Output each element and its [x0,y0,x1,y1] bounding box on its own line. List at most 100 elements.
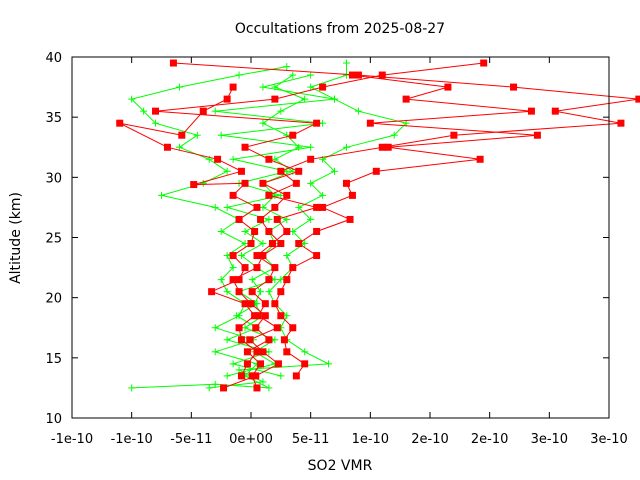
data-point-square [635,95,640,103]
data-point-plus [235,71,243,79]
data-point-square [268,240,276,248]
data-point-plus [307,71,315,79]
data-point-plus [277,276,285,284]
data-point-plus [283,131,291,139]
x-axis-label: SO2 VMR [308,458,373,474]
data-point-square [253,203,261,211]
data-point-plus [237,252,245,260]
y-tick-label: 10 [45,412,62,427]
data-point-square [295,167,303,175]
data-point-square [252,324,260,332]
data-point-square [384,143,392,151]
data-point-square [307,155,315,163]
data-point-plus [223,336,231,344]
data-point-plus [271,336,279,344]
data-point-square [235,288,243,296]
data-point-plus [259,378,267,386]
data-point-square [265,155,273,163]
data-point-square [163,143,171,151]
data-point-square [237,336,245,344]
data-point-square [342,179,350,187]
data-point-plus [259,119,267,127]
data-point-plus [259,240,267,248]
data-point-plus [233,312,241,320]
data-point-plus [277,107,285,115]
data-point-square [319,203,327,211]
data-point-plus [217,276,225,284]
series-occultation-5 [128,63,291,392]
x-tick-label: -1e-10 [51,432,93,447]
data-point-square [313,227,321,235]
data-point-square [229,252,237,260]
data-point-square [257,360,265,368]
data-point-square [208,288,216,296]
data-point-square [243,348,251,356]
data-point-square [277,288,285,296]
data-point-square [241,179,249,187]
y-tick-label: 15 [45,352,62,367]
series-occultation-3 [271,71,541,380]
data-point-square [273,324,281,332]
data-point-square [237,167,245,175]
data-point-square [273,215,281,223]
data-point-plus [283,63,291,71]
data-point-square [265,227,273,235]
data-point-plus [283,215,291,223]
data-point-square [253,264,261,272]
data-point-square [220,384,228,392]
data-point-square [251,312,259,320]
data-point-plus [211,324,219,332]
data-point-square [265,336,273,344]
data-point-square [319,83,327,91]
data-point-plus [319,191,327,199]
data-point-square [354,71,362,79]
data-point-square [253,348,261,356]
data-point-square [271,95,279,103]
data-point-plus [295,203,303,211]
data-point-square [271,264,279,272]
data-point-plus [229,360,237,368]
data-point-plus [128,95,136,103]
data-point-plus [152,119,160,127]
data-point-square [241,264,249,272]
series-occultation-2 [169,59,640,392]
data-point-square [259,348,267,356]
data-point-plus [342,143,350,151]
data-point-square [280,336,288,344]
data-point-square [372,167,380,175]
data-point-plus [277,372,285,380]
data-point-plus [175,83,183,91]
data-point-plus [283,252,291,260]
data-point-square [301,360,309,368]
ticks-layer: -1e-10 -1e-10 -5e-11 0e+00 5e-11 1e-10 2e-10 2e… [45,51,627,447]
data-point-plus [140,107,148,115]
chart-title: Occultations from 2025-08-27 [235,21,445,37]
data-point-square [313,119,321,127]
y-tick-label: 40 [45,51,62,66]
data-point-square [248,288,256,296]
data-point-square [283,276,291,284]
data-point-square [261,312,269,320]
y-tick-label: 30 [45,171,62,186]
data-point-square [480,59,488,67]
data-point-square [450,131,458,139]
data-point-square [289,131,297,139]
data-point-square [617,119,625,127]
data-point-plus [229,264,237,272]
data-point-plus [241,240,249,248]
data-point-plus [128,384,136,392]
data-point-square [152,107,160,115]
data-point-plus [211,203,219,211]
data-point-plus [257,288,265,296]
data-point-plus [229,155,237,163]
x-tick-label: 2e-10 [411,432,449,447]
data-point-plus [205,384,213,392]
data-point-plus [211,107,219,115]
data-point-plus [241,227,249,235]
y-tick-label: 35 [45,111,62,126]
data-point-plus [199,179,207,187]
data-point-plus [307,179,315,187]
data-point-plus [241,324,249,332]
data-point-square [169,59,177,67]
data-point-plus [265,384,273,392]
